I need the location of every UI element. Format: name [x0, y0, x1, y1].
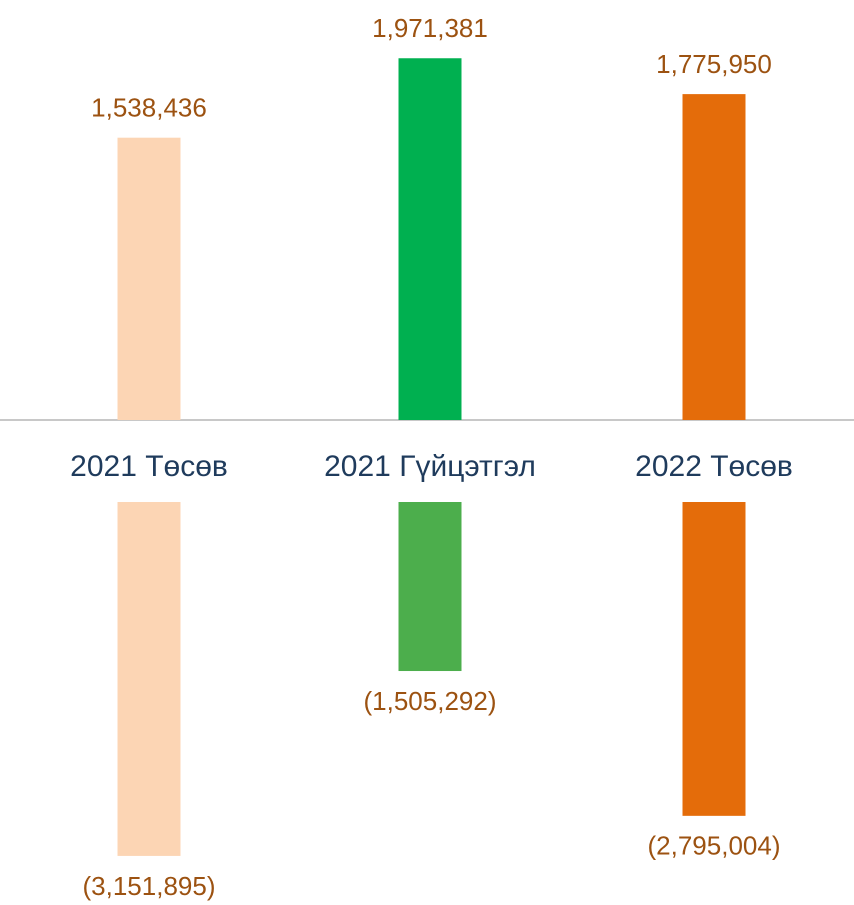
- value-label: (1,505,292): [364, 686, 497, 716]
- value-label: 1,538,436: [91, 93, 207, 123]
- bar: [398, 502, 462, 672]
- category-label: 2021 Гүйцэтгэл: [324, 450, 536, 483]
- bar: [398, 58, 462, 420]
- value-label: 1,971,381: [372, 13, 488, 43]
- bar: [682, 502, 746, 816]
- category-label: 2021 Төсөв: [70, 450, 228, 483]
- category-label: 2022 Төсөв: [635, 450, 793, 483]
- value-label: 1,775,950: [656, 49, 772, 79]
- value-label: (3,151,895): [83, 871, 216, 901]
- value-label: (2,795,004): [648, 831, 781, 861]
- bar: [117, 137, 181, 420]
- bar: [682, 94, 746, 421]
- bar: [117, 502, 181, 856]
